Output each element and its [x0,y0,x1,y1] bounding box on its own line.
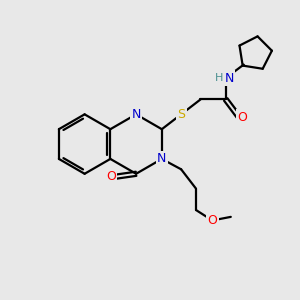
Text: N: N [131,108,141,121]
Text: N: N [225,72,234,85]
Text: H: H [215,73,224,83]
Text: O: O [106,170,116,183]
Text: N: N [157,152,167,165]
Text: O: O [207,214,217,227]
Text: S: S [177,108,185,121]
Text: O: O [237,111,247,124]
